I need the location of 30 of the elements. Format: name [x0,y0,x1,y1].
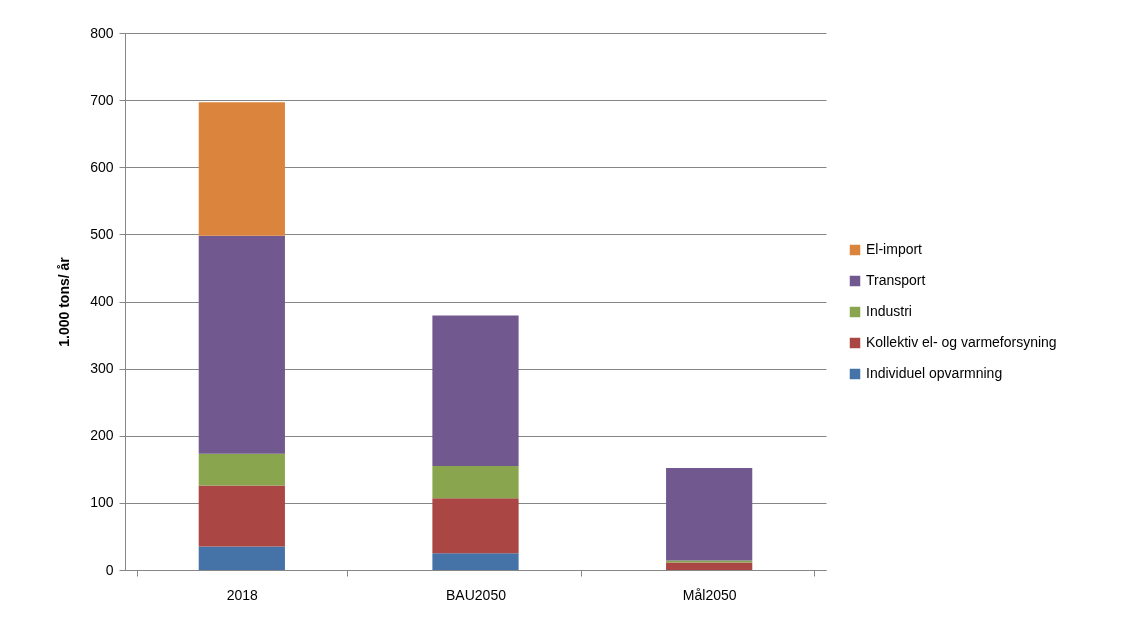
bar [198,235,285,454]
legend-label: Individuel opvarmning [866,365,1003,381]
y-axis-title: 1.000 tons/ år [56,256,73,347]
bar [432,465,519,499]
bar [666,467,753,561]
bar [666,562,753,570]
legend-label: Kollektiv el- og varmeforsyning [866,334,1057,350]
bar [432,498,519,554]
y-tick-label: 0 [105,561,114,578]
x-tick-label: Mål2050 [682,586,737,603]
y-tick-label: 300 [90,360,114,377]
legend-label: El-import [866,241,923,257]
bar [198,485,285,547]
bar [432,553,519,570]
legend-label: Industri [866,303,912,319]
y-tick-label: 100 [90,494,114,511]
y-tick-label: 200 [90,427,114,444]
bar [198,102,285,236]
x-tick-label: 2018 [226,586,259,603]
x-tick-label: BAU2050 [446,586,507,603]
legend-label: Transport [866,272,926,288]
bar [666,560,753,563]
y-tick-label: 500 [90,225,114,242]
bar [198,546,285,570]
bar [432,315,519,466]
y-tick-label: 700 [90,91,114,108]
y-tick-label: 400 [90,293,114,309]
y-tick-label: 800 [90,24,114,41]
bar [198,453,285,486]
y-tick-label: 600 [90,158,114,175]
